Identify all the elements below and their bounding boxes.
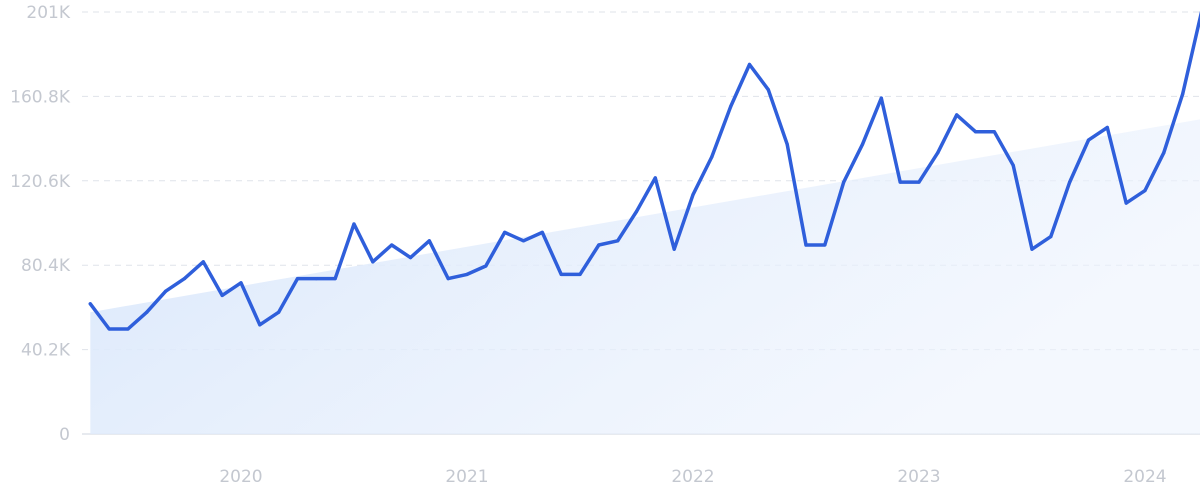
data-point [729,105,732,108]
data-point [409,256,412,259]
data-point [1181,92,1184,95]
x-tick-label: 2021 [445,467,488,487]
data-point [786,143,789,146]
data-point [899,181,902,184]
data-point [126,327,129,330]
data-point [465,273,468,276]
data-point [371,260,374,263]
y-tick-label: 160.8K [10,87,71,107]
data-point [691,193,694,196]
data-point [616,239,619,242]
data-point [334,277,337,280]
x-tick-label: 2020 [219,467,262,487]
data-point [239,281,242,284]
data-point [296,277,299,280]
data-point [1087,139,1090,142]
data-point [804,243,807,246]
data-point [1068,181,1071,184]
data-point [880,97,883,100]
data-point [390,243,393,246]
data-point [541,231,544,234]
data-point [352,222,355,225]
data-point [560,273,563,276]
data-point [1012,164,1015,167]
data-point [277,311,280,314]
x-tick-label: 2023 [897,467,940,487]
y-tick-label: 40.2K [21,341,71,361]
data-point [1030,248,1033,251]
data-point [936,151,939,154]
data-point [428,239,431,242]
data-point [1049,235,1052,238]
data-point [767,88,770,91]
data-point [258,323,261,326]
y-tick-label: 120.6K [10,172,71,192]
data-point [108,327,111,330]
data-point [955,113,958,116]
data-point [315,277,318,280]
y-axis-ticks: 0 40.2K 80.4K 120.6K 160.8K 201K [10,3,71,445]
data-point [1162,151,1165,154]
data-point [710,155,713,158]
x-tick-label: 2024 [1123,467,1166,487]
data-point [917,181,920,184]
data-point [823,243,826,246]
data-point [673,248,676,251]
data-point [89,302,92,305]
y-tick-label: 201K [26,3,70,23]
data-point [578,273,581,276]
data-point [484,264,487,267]
data-point [447,277,450,280]
data-point [221,294,224,297]
data-point [748,63,751,66]
data-point [842,181,845,184]
y-tick-label: 80.4K [21,256,71,276]
x-axis-ticks: 2020 2021 2022 2023 2024 [219,467,1166,487]
data-point [1125,202,1128,205]
x-tick-label: 2022 [671,467,714,487]
data-point [183,277,186,280]
data-point [993,130,996,133]
data-point [522,239,525,242]
data-point [145,311,148,314]
data-point [974,130,977,133]
y-tick-label: 0 [59,425,70,445]
data-point [202,260,205,263]
data-point [861,143,864,146]
data-point [635,210,638,213]
data-point [503,231,506,234]
data-point [597,243,600,246]
data-point [164,290,167,293]
data-point [1143,189,1146,192]
data-point [654,176,657,179]
data-point [1106,126,1109,129]
trend-area [90,119,1200,434]
trend-area-fill [90,119,1200,434]
